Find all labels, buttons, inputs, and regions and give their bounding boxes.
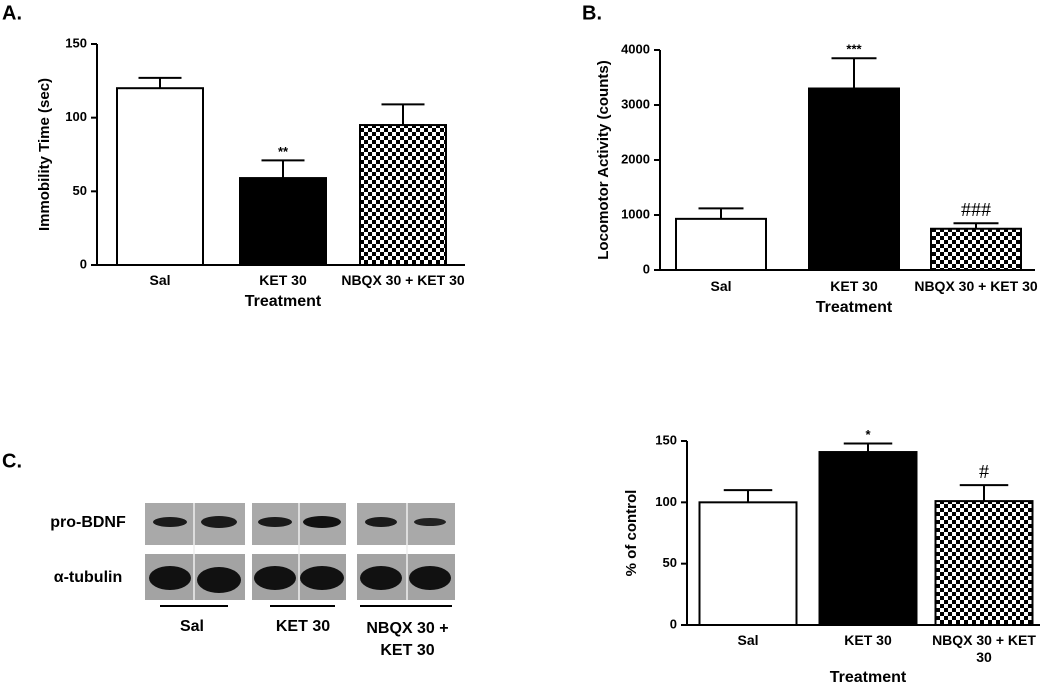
western-blot — [145, 503, 455, 607]
blot-row-label: α-tubulin — [54, 569, 122, 586]
y-tick-label: 2000 — [621, 151, 650, 166]
x-tick-label: Sal — [149, 272, 171, 288]
bar — [930, 227, 1022, 271]
y-tick-label: 50 — [73, 183, 87, 198]
bar — [934, 500, 1034, 626]
blot-group-label: Sal — [179, 618, 204, 635]
bar — [818, 451, 918, 627]
blot-group-label: KET 30 — [275, 618, 331, 635]
y-tick-label: 0 — [643, 261, 650, 276]
x-tick-label: Sal — [737, 632, 759, 648]
x-tick-label: Sal — [710, 278, 732, 294]
x-tick-label: KET 30 — [259, 272, 307, 288]
x-axis-label: Treatment — [829, 669, 907, 686]
panel-label: B. — [582, 2, 602, 24]
x-tick-label: KET 30 — [844, 632, 892, 648]
annotation: ### — [961, 199, 991, 221]
bar — [359, 124, 447, 266]
y-axis-label: Locomotor Activity (counts) — [595, 60, 612, 259]
bar — [239, 177, 327, 266]
y-tick-label: 3000 — [621, 96, 650, 111]
panel-label: C. — [2, 450, 22, 472]
panel-label: A. — [2, 2, 22, 24]
bar — [116, 87, 204, 266]
bar — [698, 501, 798, 627]
x-axis-label: Treatment — [244, 293, 322, 310]
bar — [675, 217, 767, 272]
y-tick-label: 100 — [655, 494, 677, 509]
y-tick-label: 50 — [663, 555, 677, 570]
y-tick-label: 0 — [670, 616, 677, 631]
blot-group-label: NBQX 30 + KET 30 — [366, 620, 449, 659]
y-tick-label: 100 — [65, 109, 87, 124]
bar — [808, 87, 900, 271]
y-axis-label: Immobility Time (sec) — [36, 78, 53, 231]
annotation: # — [979, 461, 989, 483]
x-tick-label: KET 30 — [830, 278, 878, 294]
y-tick-label: 4000 — [621, 41, 650, 56]
y-tick-label: 0 — [80, 256, 87, 271]
annotation: ** — [278, 144, 289, 159]
x-tick-label: NBQX 30 + KET 30 — [914, 278, 1038, 294]
x-tick-label: NBQX 30 + KET 30 — [932, 632, 1036, 665]
x-axis-label: Treatment — [815, 299, 893, 316]
annotation: * — [865, 427, 871, 442]
y-axis-label: % of control — [623, 490, 640, 577]
x-tick-label: NBQX 30 + KET 30 — [341, 272, 465, 288]
y-tick-label: 150 — [655, 432, 677, 447]
annotation: *** — [846, 42, 862, 57]
y-tick-label: 1000 — [621, 206, 650, 221]
y-tick-label: 150 — [65, 35, 87, 50]
blot-row-label: pro-BDNF — [50, 514, 126, 531]
